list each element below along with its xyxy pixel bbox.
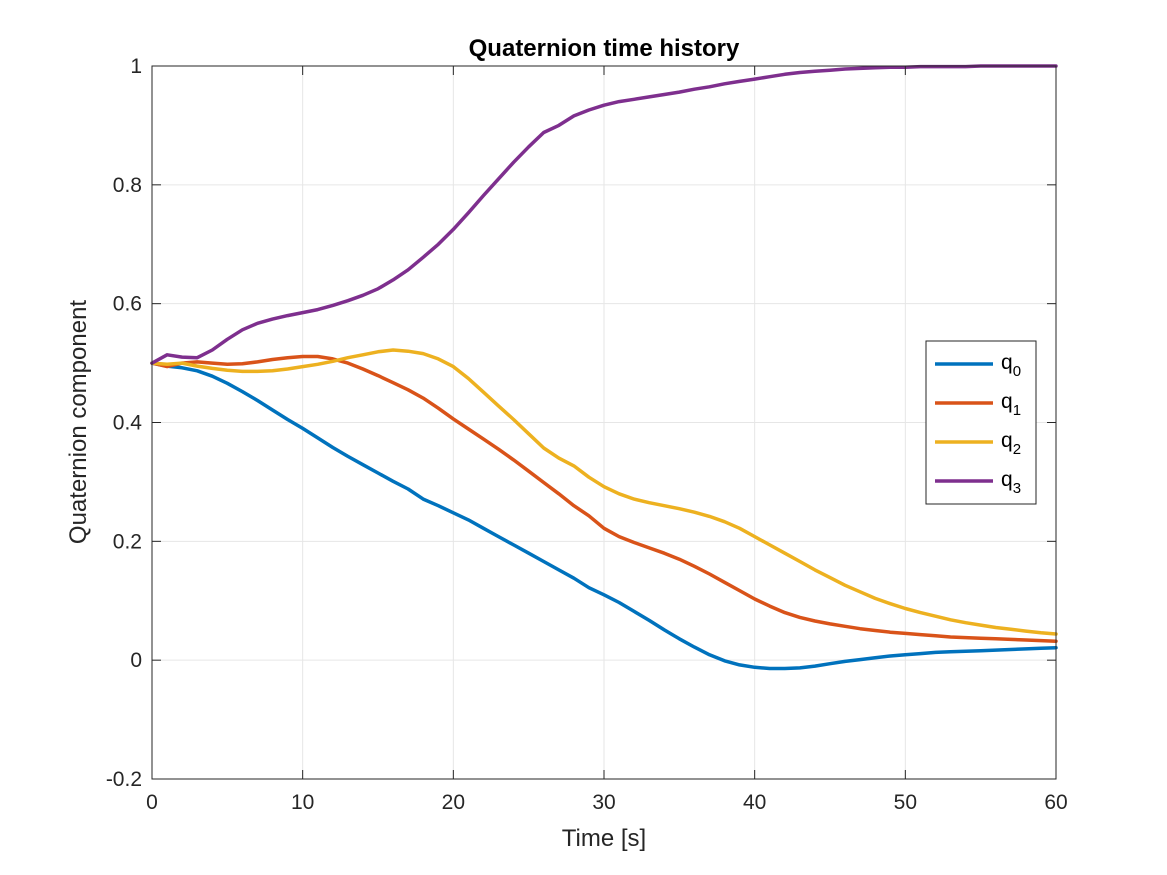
x-tick-label: 10 xyxy=(291,791,314,814)
x-tick-label: 50 xyxy=(894,791,917,814)
legend-label-q0: q0 xyxy=(1001,351,1021,380)
y-tick-label: 1 xyxy=(130,55,142,78)
y-tick-label: -0.2 xyxy=(106,768,142,791)
series-line-q2 xyxy=(150,348,1058,636)
x-tick-label: 30 xyxy=(592,791,615,814)
y-axis-title: Quaternion component xyxy=(65,300,92,544)
chart-title: Quaternion time history xyxy=(469,35,740,62)
y-tick-label: 0 xyxy=(130,649,142,672)
y-tick-label: 0.4 xyxy=(113,412,143,435)
x-tick-label: 40 xyxy=(743,791,766,814)
axis-ticks: 0 10 20 30 40 50 60-0.200.20.40.60.81 xyxy=(106,55,1068,814)
series-line-q1 xyxy=(150,354,1058,643)
y-tick-label: 0.8 xyxy=(113,174,142,197)
legend-label-q3: q3 xyxy=(1001,468,1021,497)
x-tick-label: 0 xyxy=(146,791,158,814)
grid-lines xyxy=(152,66,1056,779)
series-line-q0 xyxy=(150,361,1058,671)
y-tick-label: 0.2 xyxy=(113,530,142,553)
y-tick-label: 0.6 xyxy=(113,293,142,316)
x-axis-title: Time [s] xyxy=(562,825,646,852)
legend-label-q2: q2 xyxy=(1001,429,1021,458)
x-tick-label: 60 xyxy=(1044,791,1067,814)
legend-label-q1: q1 xyxy=(1001,390,1021,419)
legend: q0 q1 q2 q3 xyxy=(925,340,1037,505)
legend-box xyxy=(925,340,1037,505)
x-tick-label: 20 xyxy=(442,791,465,814)
